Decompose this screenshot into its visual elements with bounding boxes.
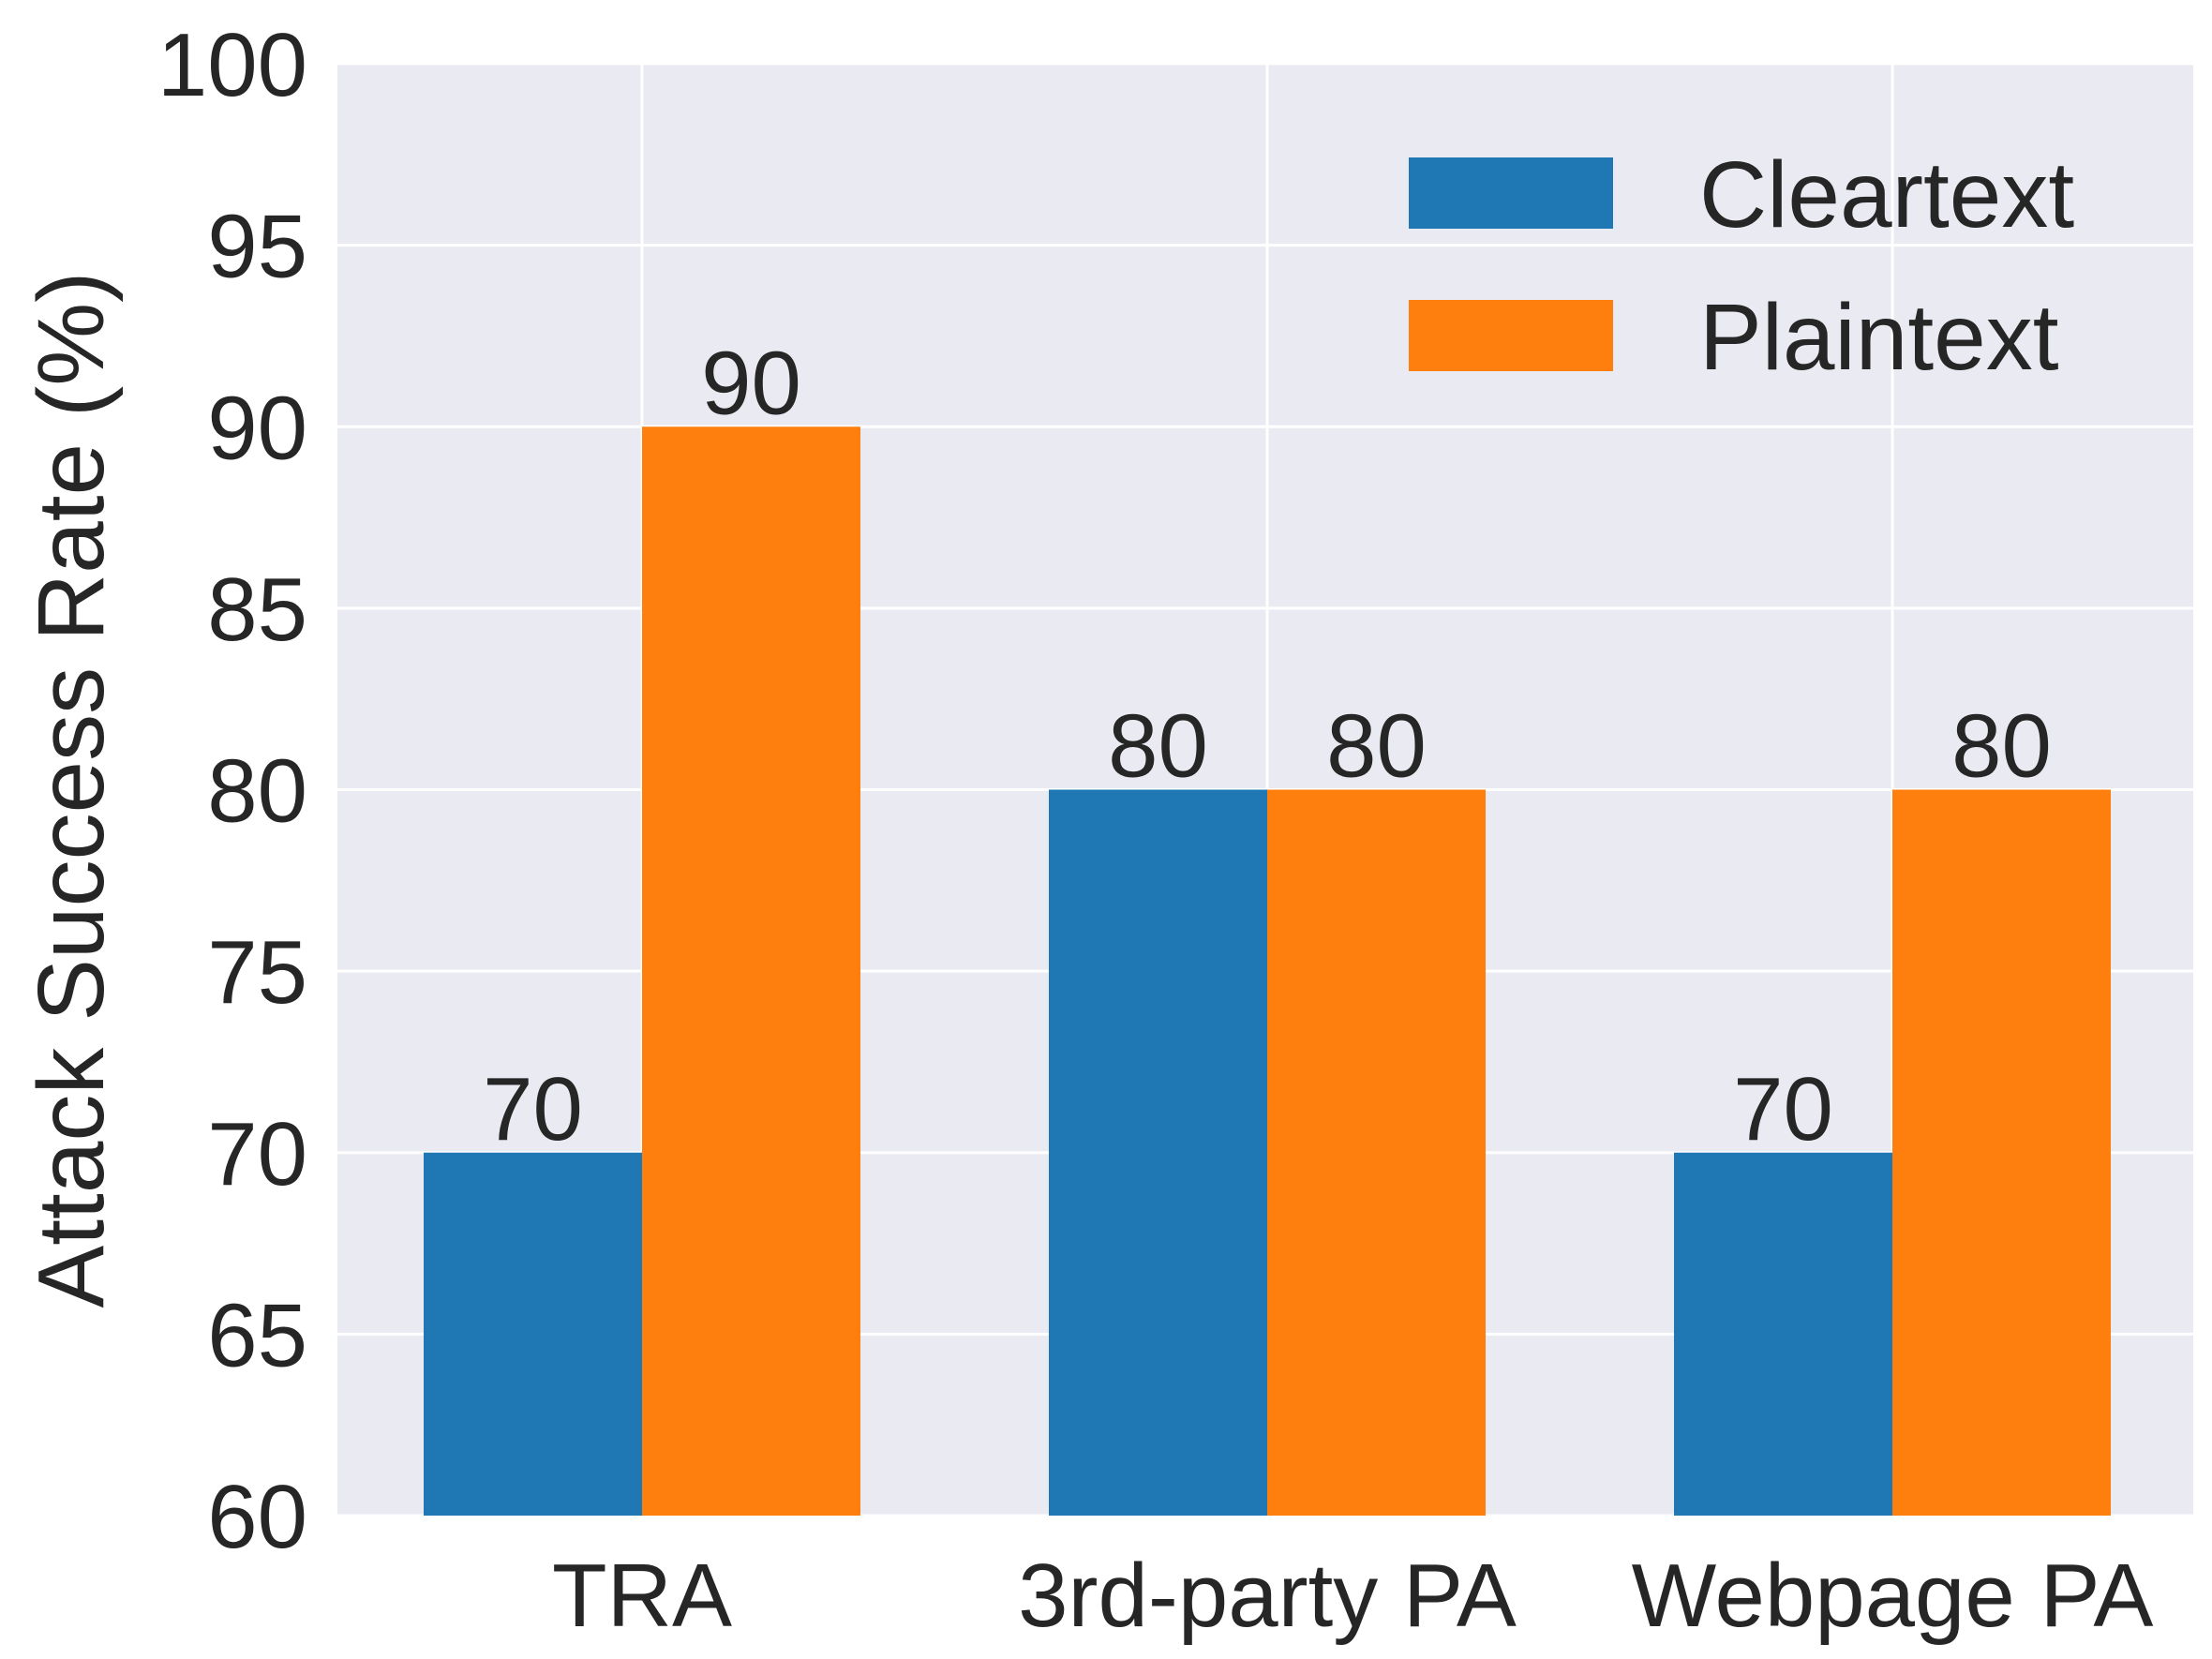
bar-value-label: 90 (701, 333, 801, 433)
y-tick-label: 65 (207, 1285, 307, 1385)
y-tick-label: 70 (207, 1104, 307, 1204)
bar-value-label: 70 (483, 1059, 583, 1159)
x-axis-tick-labels: TRA 3rd-party PA Webpage PA (552, 1546, 2153, 1646)
y-tick-label: 85 (207, 560, 307, 660)
y-tick-label: 75 (207, 922, 307, 1023)
legend-swatch-cleartext (1409, 157, 1613, 229)
bar-value-label: 80 (1326, 696, 1427, 797)
bar-value-label: 70 (1733, 1059, 1833, 1159)
y-tick-label: 100 (157, 15, 307, 115)
bar-value-label: 80 (1108, 696, 1208, 797)
legend-label: Plaintext (1699, 285, 2059, 390)
x-tick-label: 3rd-party PA (1018, 1546, 1517, 1646)
bar-plaintext (642, 426, 860, 1516)
bar-value-labels: 70 90 80 80 70 80 (483, 333, 2052, 1159)
y-tick-label: 90 (207, 378, 307, 478)
y-tick-label: 95 (207, 197, 307, 297)
x-tick-label: Webpage PA (1632, 1546, 2154, 1646)
legend-swatch-plaintext (1409, 300, 1613, 371)
bar-cleartext (424, 1152, 642, 1516)
y-axis-title: Attack Success Rate (%) (19, 272, 124, 1308)
y-axis-tick-labels: 60 65 70 75 80 85 90 95 100 (157, 15, 307, 1567)
bar-plaintext (1267, 789, 1486, 1516)
y-tick-label: 60 (207, 1467, 307, 1567)
legend-label: Cleartext (1699, 142, 2074, 247)
bar-cleartext (1674, 1152, 1892, 1516)
legend: Cleartext Plaintext (1409, 142, 2074, 390)
bar-cleartext (1049, 789, 1267, 1516)
bar-plaintext (1892, 789, 2111, 1516)
bar-value-label: 80 (1951, 696, 2052, 797)
x-tick-label: TRA (552, 1546, 732, 1646)
y-tick-label: 80 (207, 741, 307, 842)
bars (424, 426, 2111, 1516)
